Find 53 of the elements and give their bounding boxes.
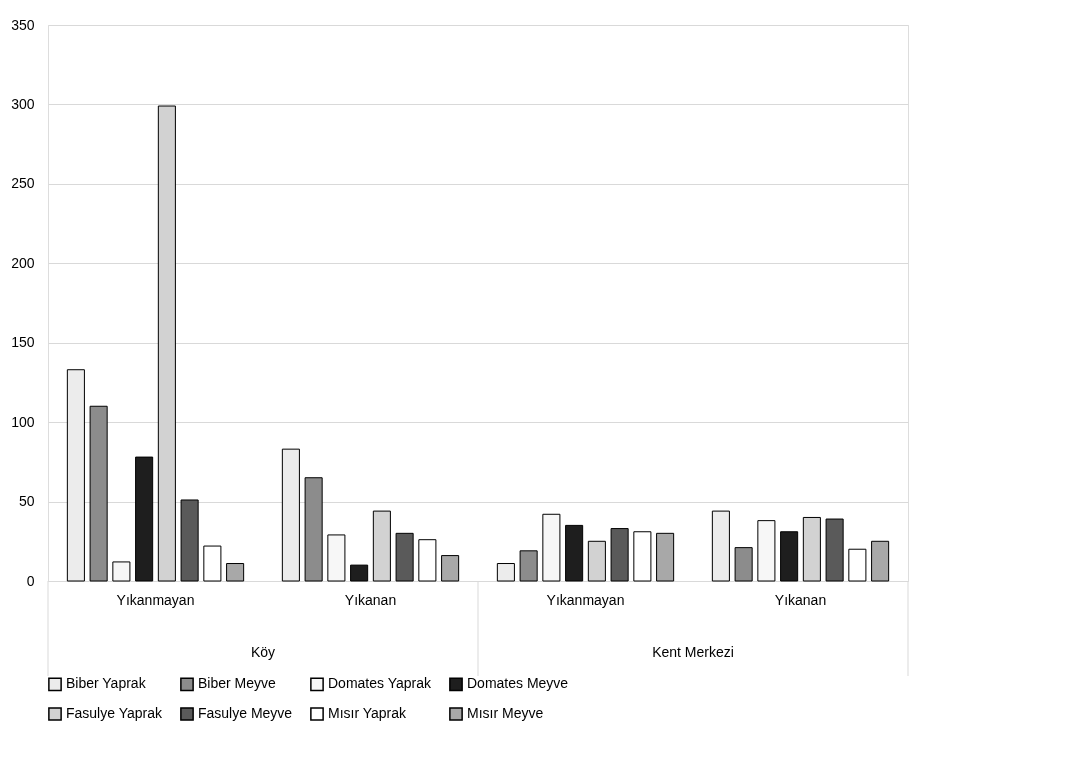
bar	[802, 516, 821, 582]
bar	[441, 555, 460, 582]
bar	[825, 518, 844, 582]
x-tick-label: Yıkanan	[774, 591, 827, 608]
bar	[656, 532, 675, 582]
bar	[633, 531, 652, 582]
legend-label: Mısır Meyve	[467, 705, 544, 721]
x-tick-label: Yıkanmayan	[546, 591, 625, 608]
bar	[89, 405, 108, 582]
x-tick-label: Yıkanan	[344, 591, 397, 608]
bar	[203, 545, 222, 582]
bar	[372, 510, 391, 582]
bar	[281, 448, 300, 582]
bar	[135, 456, 154, 582]
legend-label: Biber Yaprak	[66, 675, 147, 692]
bar	[587, 540, 606, 582]
legend-label: Fasulye Yaprak	[66, 705, 163, 721]
bar	[871, 540, 890, 582]
bar	[542, 513, 561, 582]
y-tick-label: 200	[11, 254, 35, 271]
text: Kent Merkezi	[652, 644, 734, 660]
legend-label: Biber Meyve	[198, 675, 277, 692]
bar	[418, 539, 437, 582]
text: Köy	[250, 644, 276, 660]
bar	[112, 561, 131, 582]
bar	[350, 564, 369, 582]
legend-label: Domates Meyve	[467, 675, 569, 692]
bar	[496, 563, 515, 582]
bar	[757, 520, 776, 582]
y-tick-label: 250	[11, 175, 35, 192]
bar	[610, 528, 629, 582]
bar	[734, 547, 753, 582]
bar	[180, 499, 199, 582]
legend-label: Mısır Yaprak	[328, 705, 408, 721]
y-tick-label: 100	[11, 413, 35, 430]
bar	[565, 524, 584, 582]
y-tick-label: 350	[11, 16, 35, 33]
legend-label: Domates Yaprak	[328, 675, 432, 692]
bar	[711, 510, 730, 582]
y-tick-label: 0	[26, 572, 35, 589]
y-tick-label: 50	[18, 493, 35, 510]
bar	[304, 477, 323, 582]
bar	[848, 548, 867, 582]
y-tick-label: 150	[11, 334, 35, 351]
bar	[395, 532, 414, 582]
legend-label: Fasulye Meyve	[198, 705, 293, 721]
bar	[66, 369, 85, 582]
bar	[519, 550, 538, 582]
x-tick-label: Yıkanmayan	[116, 591, 195, 608]
y-tick-label: 300	[11, 95, 35, 112]
bar	[226, 563, 245, 582]
bar	[327, 534, 346, 582]
bar	[780, 531, 799, 582]
